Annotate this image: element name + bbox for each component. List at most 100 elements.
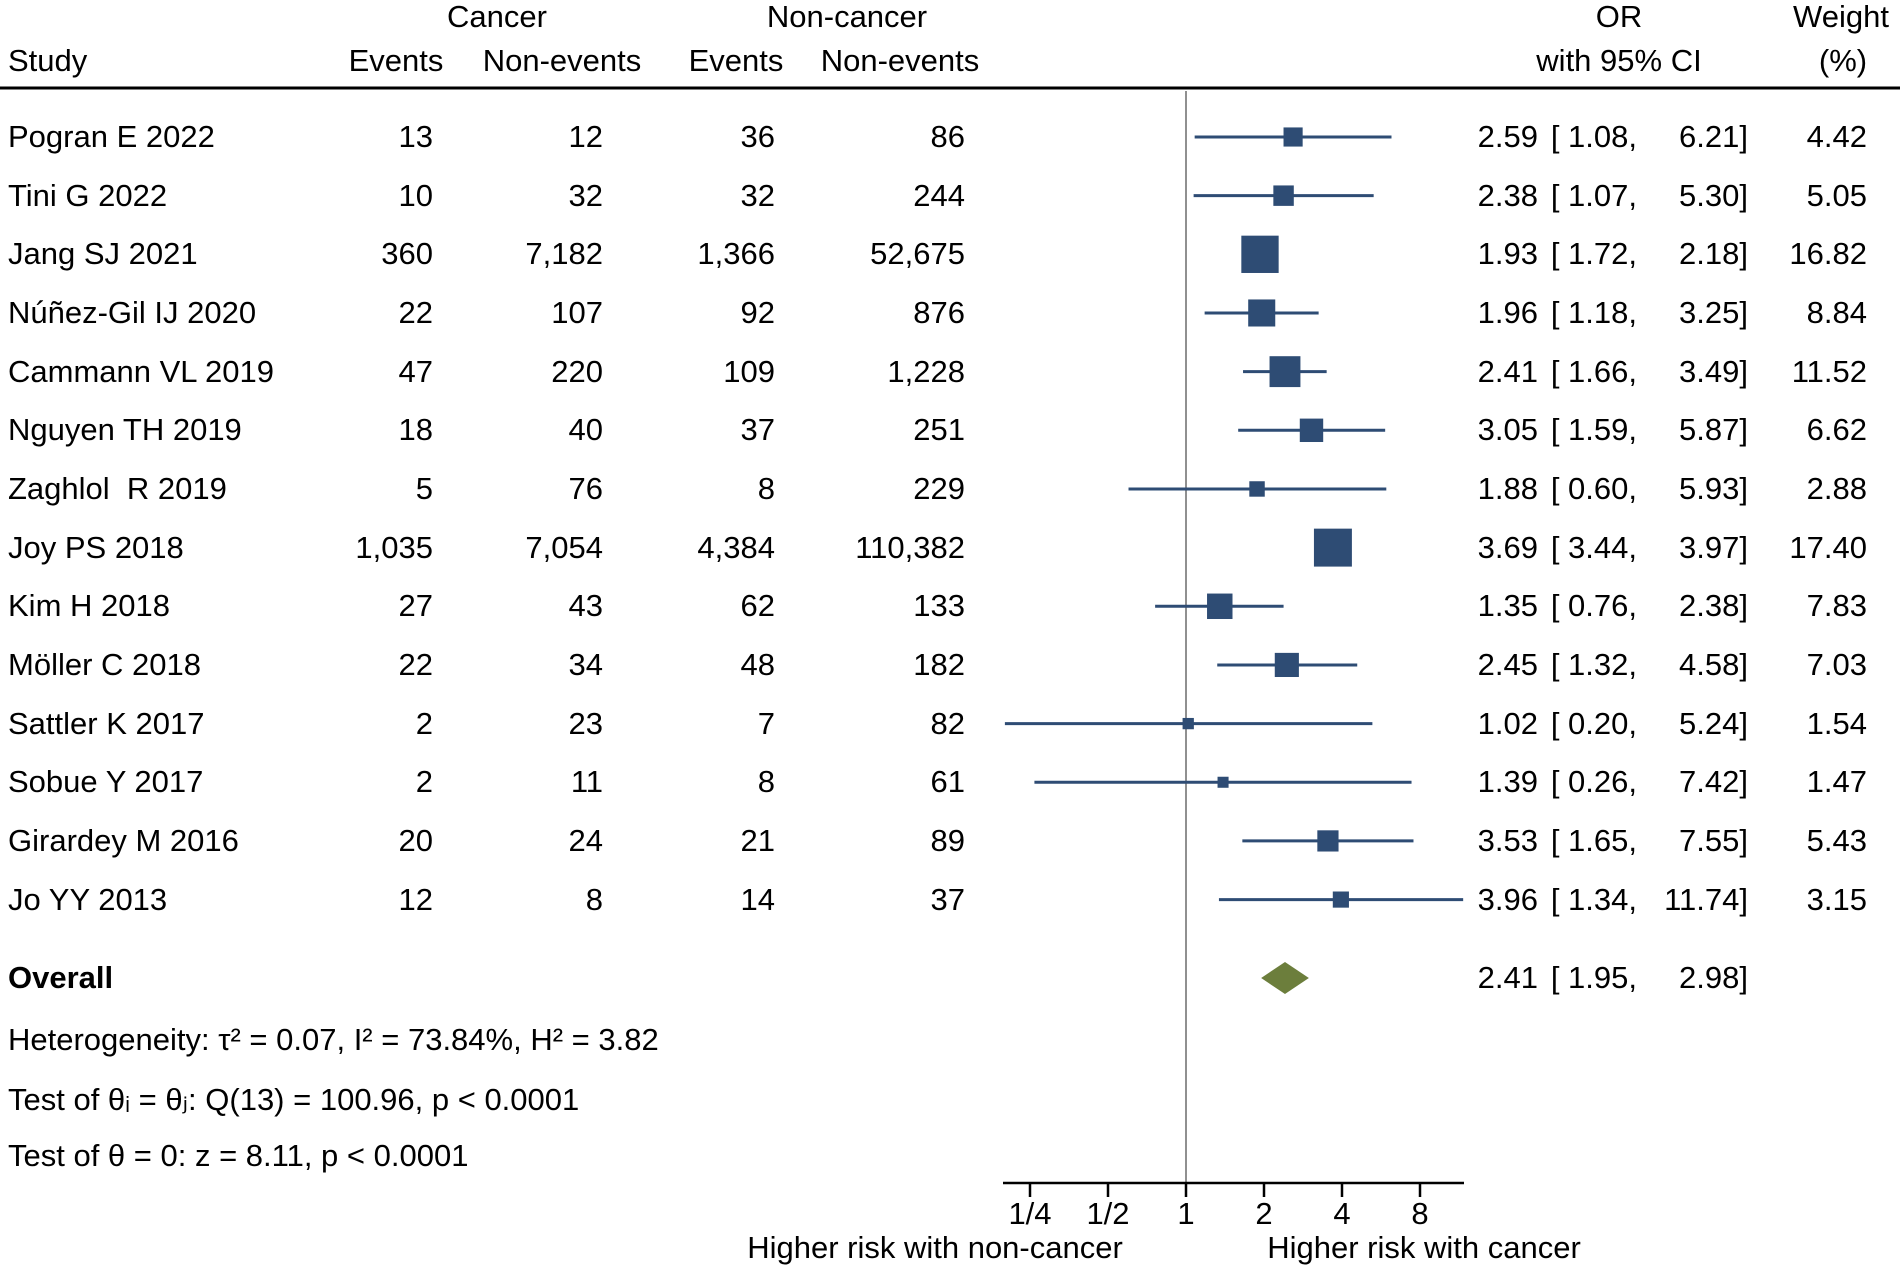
noncancer-events-value: 36 xyxy=(740,119,775,154)
cancer-nonevents-value: 12 xyxy=(568,119,603,154)
study-name: Joy PS 2018 xyxy=(8,529,184,565)
effect-square xyxy=(1249,481,1265,497)
ci-low-value: [ 1.07, xyxy=(1550,177,1637,213)
weight-value: 1.54 xyxy=(1806,705,1867,741)
noncancer-nonevents-value: 133 xyxy=(913,588,965,624)
footnote-left: Higher risk with non-cancer xyxy=(747,1230,1123,1265)
cancer-nonevents-value: 7,054 xyxy=(525,529,603,565)
cancer-nonevents-value: 220 xyxy=(551,353,603,389)
study-name: Zaghlol R 2019 xyxy=(8,470,227,506)
or-value: 1.88 xyxy=(1477,470,1538,506)
ci-low-value: [ 1.08, xyxy=(1550,119,1637,154)
effect-square xyxy=(1241,235,1279,273)
ci-high-value: 2.18] xyxy=(1679,236,1748,272)
noncancer-nonevents-value: 229 xyxy=(913,470,965,506)
noncancer-nonevents-value: 110,382 xyxy=(855,529,965,565)
cancer-events-value: 1,035 xyxy=(355,529,433,565)
effect-square xyxy=(1283,127,1303,147)
axis-tick-label: 4 xyxy=(1333,1196,1351,1231)
ci-high-value: 3.25] xyxy=(1679,294,1748,330)
cancer-nonevents-value: 24 xyxy=(568,822,603,858)
test-theta-ij: Test of θᵢ = θⱼ: Q(13) = 100.96, p < 0.0… xyxy=(8,1082,580,1117)
column-header-nonevents-noncancer: Non-events xyxy=(820,43,980,78)
cancer-nonevents-value: 107 xyxy=(551,294,603,330)
cancer-events-value: 12 xyxy=(398,881,433,917)
axis-tick-label: 1/4 xyxy=(1008,1196,1052,1231)
cancer-nonevents-value: 43 xyxy=(568,588,603,624)
study-name: Sobue Y 2017 xyxy=(8,764,204,800)
or-value: 1.39 xyxy=(1477,764,1538,800)
ci-high-value: 5.30] xyxy=(1679,177,1748,213)
weight-value: 8.84 xyxy=(1806,294,1867,330)
column-header-nonevents-cancer: Non-events xyxy=(482,43,642,78)
weight-value: 16.82 xyxy=(1789,236,1867,272)
column-header-weight-pct: (%) xyxy=(1818,43,1868,78)
effect-square xyxy=(1207,593,1233,620)
effect-square xyxy=(1248,299,1276,327)
cancer-nonevents-value: 76 xyxy=(568,470,603,506)
cancer-events-value: 47 xyxy=(398,353,433,389)
effect-square xyxy=(1274,652,1299,678)
noncancer-events-value: 8 xyxy=(757,470,775,506)
overall-or-value: 2.41 xyxy=(1477,960,1538,995)
cancer-events-value: 13 xyxy=(398,119,433,154)
or-value: 2.45 xyxy=(1477,646,1538,682)
noncancer-events-value: 37 xyxy=(740,412,775,448)
ci-low-value: [ 0.60, xyxy=(1550,470,1637,506)
weight-value: 6.62 xyxy=(1806,412,1867,448)
axis-tick-label: 1 xyxy=(1177,1196,1195,1231)
noncancer-nonevents-value: 244 xyxy=(913,177,965,213)
or-value: 1.35 xyxy=(1477,588,1538,624)
noncancer-events-value: 7 xyxy=(757,705,775,741)
ci-high-value: 5.93] xyxy=(1679,470,1748,506)
weight-value: 17.40 xyxy=(1789,529,1867,565)
ci-high-value: 3.97] xyxy=(1679,529,1748,565)
ci-high-value: 2.38] xyxy=(1679,588,1748,624)
column-header-or: OR xyxy=(1595,0,1643,34)
noncancer-events-value: 109 xyxy=(723,353,775,389)
weight-value: 5.05 xyxy=(1806,177,1867,213)
noncancer-events-value: 62 xyxy=(740,588,775,624)
ci-low-value: [ 1.59, xyxy=(1550,412,1637,448)
ci-high-value: 4.58] xyxy=(1679,646,1748,682)
noncancer-nonevents-value: 86 xyxy=(930,119,965,154)
ci-high-value: 5.87] xyxy=(1679,412,1748,448)
noncancer-nonevents-value: 1,228 xyxy=(887,353,965,389)
study-name: Möller C 2018 xyxy=(8,646,201,682)
cancer-nonevents-value: 23 xyxy=(568,705,603,741)
noncancer-events-value: 92 xyxy=(740,294,775,330)
weight-value: 7.03 xyxy=(1806,646,1867,682)
effect-square xyxy=(1332,891,1349,908)
cancer-events-value: 2 xyxy=(415,764,433,800)
axis-tick-label: 1/2 xyxy=(1086,1196,1130,1231)
or-value: 3.69 xyxy=(1477,529,1538,565)
noncancer-nonevents-value: 82 xyxy=(930,705,965,741)
noncancer-events-value: 32 xyxy=(740,177,775,213)
ci-high-value: 7.55] xyxy=(1679,822,1748,858)
cancer-events-value: 18 xyxy=(398,412,433,448)
noncancer-events-value: 14 xyxy=(740,881,775,917)
ci-low-value: [ 1.18, xyxy=(1550,294,1637,330)
cancer-events-value: 360 xyxy=(381,236,433,272)
cancer-nonevents-value: 11 xyxy=(570,764,603,800)
ci-low-value: [ 1.65, xyxy=(1550,822,1637,858)
or-value: 2.38 xyxy=(1477,177,1538,213)
ci-low-value: [ 0.20, xyxy=(1550,705,1637,741)
ci-high-value: 5.24] xyxy=(1679,705,1748,741)
weight-value: 11.52 xyxy=(1791,353,1867,389)
study-name: Tini G 2022 xyxy=(8,177,168,213)
column-header-ci: with 95% CI xyxy=(1536,43,1702,78)
noncancer-events-value: 4,384 xyxy=(697,529,775,565)
noncancer-events-value: 48 xyxy=(740,646,775,682)
weight-value: 4.42 xyxy=(1806,119,1867,154)
noncancer-nonevents-value: 37 xyxy=(930,881,965,917)
weight-value: 7.83 xyxy=(1806,588,1867,624)
noncancer-nonevents-value: 876 xyxy=(913,294,965,330)
effect-square xyxy=(1182,717,1194,730)
column-header-study: Study xyxy=(8,43,88,78)
ci-low-value: [ 0.76, xyxy=(1550,588,1637,624)
cancer-nonevents-value: 32 xyxy=(568,177,603,213)
noncancer-nonevents-value: 182 xyxy=(913,646,965,682)
